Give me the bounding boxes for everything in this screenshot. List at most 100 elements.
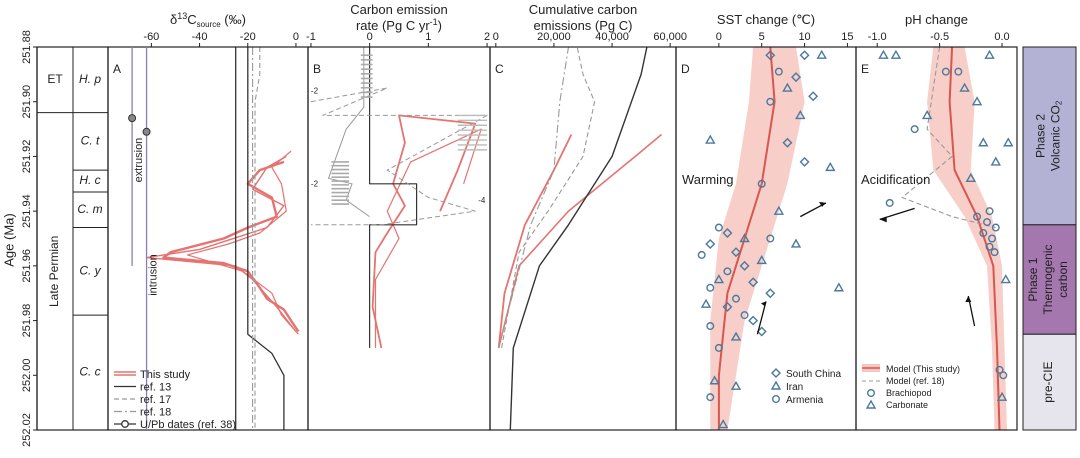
legend-label: ref. 13	[140, 382, 171, 394]
data-point-circle	[990, 248, 999, 257]
data-point-circle	[706, 393, 715, 402]
data-point-circle	[979, 229, 988, 238]
data-point-diamond	[771, 368, 781, 378]
data-point-circle	[983, 218, 992, 227]
data-point-triangle	[1000, 274, 1011, 284]
series-line	[247, 47, 285, 430]
panel-letter: D	[681, 62, 690, 76]
legend-E: Model (This study) Model (ref. 18) Brachio…	[862, 364, 960, 410]
panel-letter: B	[313, 62, 321, 76]
data-point-triangle	[709, 375, 720, 385]
data-point-diamond	[731, 247, 741, 258]
panel-title-sup: -1	[430, 17, 438, 27]
panel-E: -1.0 -0.5 0.0 EpH change Acidification Model …	[855, 12, 1018, 431]
data-point-triangle	[984, 49, 995, 59]
data-point-triangle	[795, 109, 806, 120]
zone-label: C. t	[81, 134, 100, 148]
data-point-triangle	[700, 298, 712, 308]
series-line	[509, 46, 648, 431]
data-point-circle	[985, 242, 994, 251]
arrow-head	[819, 201, 826, 207]
data-point-circle	[714, 223, 723, 232]
ref-model-line	[901, 46, 996, 229]
period-label: ET	[47, 72, 63, 86]
data-point-triangle	[959, 82, 970, 92]
panel-title: emissions (Pg C)	[534, 18, 633, 33]
data-point-triangle	[756, 254, 767, 265]
data-point-circle	[988, 234, 997, 243]
data-point-triangle	[1003, 137, 1014, 147]
panel-title: rate (Pg C yr-1)	[356, 17, 442, 33]
data-point-circle	[985, 207, 994, 216]
data-point-triangle	[739, 233, 750, 243]
data-point-triangle	[816, 49, 827, 59]
y-tick-label: 251.94	[21, 194, 33, 228]
panel-title: Cumulative carbon	[529, 2, 637, 17]
x-tick-label: 10	[798, 31, 810, 43]
zone-label: C. y	[79, 264, 101, 278]
legend-label: Carbonate	[886, 400, 928, 410]
data-point-circle	[706, 283, 715, 292]
panel-title-part: 13	[177, 11, 187, 21]
arrow-head	[761, 301, 766, 307]
panel-title-part: source	[197, 20, 222, 29]
legend-label: Model (This study)	[886, 364, 960, 374]
data-point-diamond	[808, 91, 819, 102]
data-point-triangle	[713, 274, 725, 284]
annotation-label: -2	[311, 180, 319, 189]
data-point-circle	[991, 223, 1000, 232]
panel-frame	[107, 46, 309, 431]
panel-C: 0 20,000 40,000 60,000 C Cumulative carbonemi…	[489, 2, 687, 431]
legend-label: ref. 17	[140, 394, 171, 406]
x-tick-label: 0	[493, 31, 499, 43]
series-line	[497, 134, 573, 348]
annotation-label: -4	[478, 196, 486, 205]
y-axis-title: Age (Ma)	[1, 213, 16, 266]
x-tick-label: 0	[293, 31, 299, 43]
legend-D: South China Iran Armenia	[770, 368, 841, 406]
data-point-diamond	[748, 315, 759, 326]
period-label: Late Permian	[47, 236, 61, 307]
x-tick-label: 1	[425, 31, 431, 43]
legend-label: South China	[786, 369, 841, 380]
model-band	[710, 47, 805, 430]
series-line	[497, 133, 663, 349]
annotation-intrusion: intrusion	[148, 254, 160, 296]
data-point-circle	[766, 234, 775, 243]
data-point-circle	[714, 343, 723, 352]
series-line	[186, 150, 299, 335]
panel-title: pH change	[905, 12, 968, 27]
data-point-triangle	[990, 156, 1001, 166]
data-point-triangle	[730, 331, 742, 341]
data-point-diamond	[722, 301, 733, 312]
x-tick-label: -0.5	[930, 31, 949, 43]
x-tick-label: -1	[306, 31, 316, 43]
y-tick-label: 251.88	[21, 30, 33, 64]
data-point-triangle	[921, 109, 933, 120]
panel-title: δ13Csource (‰)	[170, 11, 246, 29]
data-point-diamond	[799, 156, 810, 167]
data-point-circle	[772, 395, 781, 404]
data-point-triangle	[865, 399, 877, 409]
panel-D: 0 5 10 15 D SST change (℃) Warming South China I…	[675, 12, 857, 431]
data-point-triangle	[878, 49, 889, 59]
series-line	[310, 87, 488, 226]
x-tick-label: -20	[240, 31, 256, 43]
data-point-circle	[885, 198, 894, 207]
zone-label: C. c	[79, 365, 100, 379]
legend-label: Iran	[786, 382, 803, 393]
y-tick-label: 251.90	[21, 85, 33, 119]
annotation-extrusion: extrusion	[133, 138, 145, 183]
data-point-triangle	[825, 161, 836, 172]
panel-letter: C	[495, 62, 504, 76]
data-point-triangle	[833, 282, 845, 292]
data-point-triangle	[773, 205, 785, 215]
data-point-triangle	[790, 238, 802, 248]
upb-dot	[142, 127, 151, 136]
x-tick-label: 0	[716, 31, 722, 43]
arrow-head	[879, 216, 887, 223]
data-point-circle	[973, 212, 982, 221]
data-point-triangle	[782, 82, 793, 92]
